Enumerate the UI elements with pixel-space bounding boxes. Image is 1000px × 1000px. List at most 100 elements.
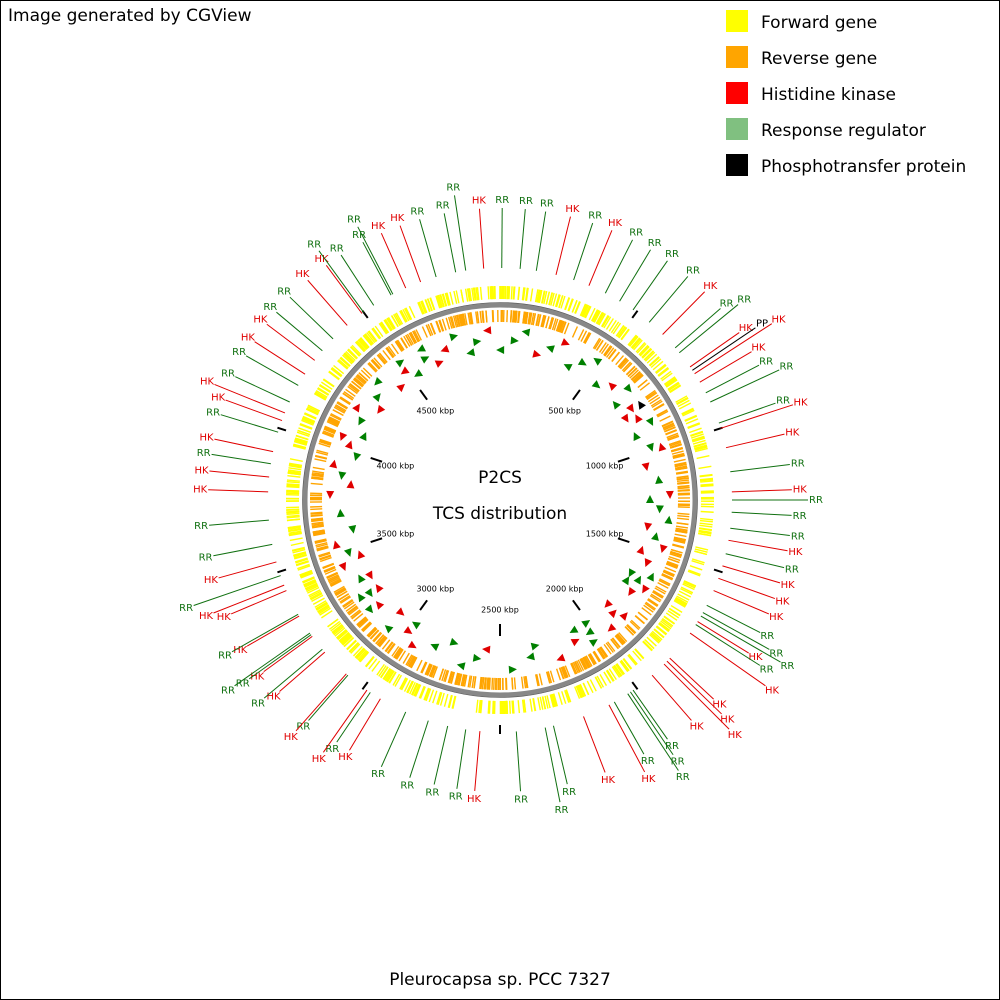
reverse-gene (326, 571, 338, 578)
forward-gene (608, 319, 617, 332)
reverse-gene (322, 562, 334, 569)
feature-marker (608, 609, 617, 619)
reverse-gene (312, 529, 325, 533)
feature-marker (612, 400, 621, 410)
forward-gene (308, 589, 321, 597)
reverse-gene (577, 659, 585, 671)
feature-line (474, 731, 481, 791)
reverse-gene (480, 677, 483, 690)
forward-gene (605, 318, 614, 330)
reverse-gene (676, 477, 689, 481)
reverse-gene (409, 656, 417, 668)
reverse-gene (342, 599, 353, 607)
reverse-gene (510, 310, 513, 323)
forward-gene (658, 621, 671, 631)
feature-marker (646, 495, 654, 503)
reverse-gene (356, 374, 367, 384)
forward-gene (294, 440, 308, 445)
feature-label: HK (284, 732, 299, 743)
forward-gene (339, 357, 351, 368)
reverse-gene (615, 355, 625, 366)
reverse-gene (666, 432, 679, 439)
reverse-gene (617, 357, 627, 368)
forward-gene (623, 658, 633, 670)
feature-line (725, 433, 785, 449)
reverse-gene (674, 533, 687, 538)
reverse-gene (517, 310, 520, 323)
forward-gene (316, 602, 329, 611)
forward-gene (303, 413, 317, 420)
forward-gene (513, 286, 516, 300)
forward-gene (420, 300, 427, 314)
forward-gene (627, 334, 637, 346)
forward-gene (620, 659, 630, 672)
feature-label: RR (410, 207, 424, 218)
forward-gene (286, 514, 300, 518)
feature-line (419, 219, 437, 278)
reverse-gene (396, 648, 404, 660)
reverse-gene (351, 380, 362, 390)
forward-gene (338, 358, 349, 369)
feature-marker (655, 505, 664, 514)
reverse-gene (429, 665, 436, 678)
feature-marker (628, 568, 637, 578)
tick-label: 4500 kbp (416, 407, 454, 416)
feature-label: RR (737, 294, 751, 305)
forward-gene (350, 643, 361, 654)
reverse-gene (580, 658, 587, 670)
reverse-gene (669, 551, 682, 557)
feature-marker (626, 403, 634, 413)
forward-gene (700, 484, 714, 487)
forward-gene (349, 642, 360, 653)
forward-gene (693, 442, 707, 448)
forward-gene (635, 342, 646, 353)
forward-gene (603, 316, 612, 329)
forward-gene (694, 550, 708, 556)
forward-gene (696, 455, 710, 460)
reverse-gene (350, 609, 361, 618)
reverse-gene (321, 432, 334, 438)
forward-gene (435, 295, 441, 309)
forward-gene (343, 637, 355, 648)
feature-line (220, 414, 279, 433)
feature-line (218, 561, 277, 579)
reverse-gene (340, 596, 351, 604)
feature-marker (660, 544, 668, 554)
legend-label: Phosphotransfer protein (761, 157, 966, 177)
feature-line (706, 604, 761, 634)
forward-gene (286, 479, 300, 482)
forward-gene (341, 634, 352, 645)
forward-gene (605, 670, 614, 682)
forward-gene (386, 318, 395, 330)
feature-marker (449, 637, 459, 646)
feature-label: RR (562, 787, 576, 798)
feature-label: HK (765, 685, 780, 696)
reverse-gene (312, 531, 326, 535)
feature-line (409, 720, 429, 778)
feature-marker (577, 357, 587, 366)
forward-gene (408, 305, 416, 319)
reverse-gene (511, 310, 515, 323)
reverse-gene (651, 400, 663, 409)
feature-label: RR (446, 182, 460, 193)
reverse-gene (370, 359, 380, 370)
reverse-gene (315, 454, 328, 459)
reverse-gene (669, 553, 682, 559)
forward-gene (333, 626, 345, 636)
forward-gene (699, 519, 713, 523)
feature-label: HK (200, 433, 215, 444)
forward-gene (304, 412, 317, 419)
feature-marker (359, 432, 367, 442)
feature-marker (621, 576, 630, 586)
reverse-gene (430, 322, 437, 335)
feature-label: HK (720, 714, 735, 725)
feature-label: HK (785, 427, 800, 438)
reverse-gene (368, 628, 378, 638)
feature-marker (482, 645, 491, 654)
forward-gene (359, 651, 370, 663)
forward-gene (384, 318, 393, 331)
forward-gene (657, 366, 669, 377)
forward-gene (293, 444, 306, 449)
forward-gene (427, 298, 433, 312)
feature-label: RR (221, 685, 235, 696)
